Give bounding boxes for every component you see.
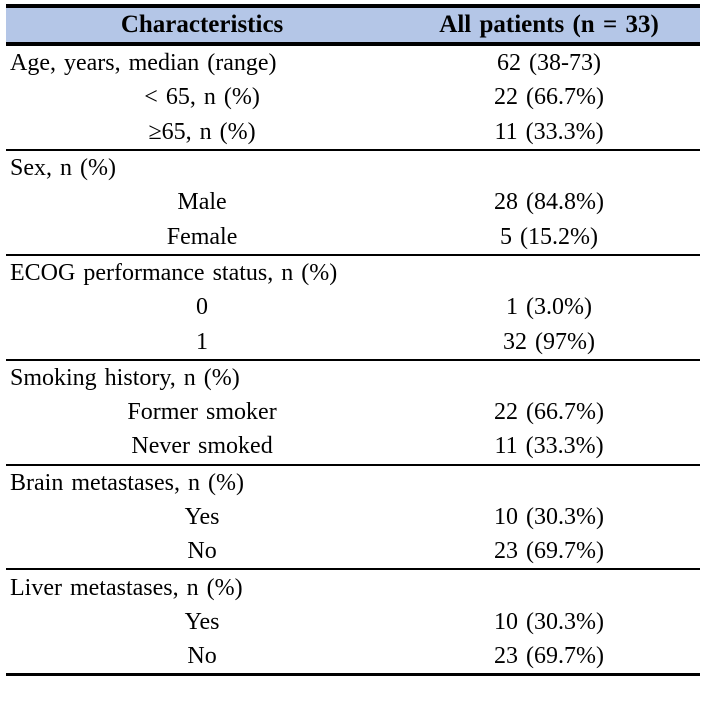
row-label: Age, years, median (range)	[10, 50, 277, 77]
header-all-patients: All patients (n = 33)	[439, 11, 659, 38]
table-section: Sex, n (%) Male 28 (84.8%) Female 5 (15.2%)	[6, 148, 700, 254]
table-row: No 23 (69.7%)	[6, 534, 700, 568]
table-row: ECOG performance status, n (%)	[6, 256, 700, 290]
row-label: Yes	[184, 608, 220, 635]
table-row: Yes 10 (30.3%)	[6, 605, 700, 639]
table-section: ECOG performance status, n (%) 0 1 (3.0%) 1…	[6, 253, 700, 359]
row-value: 10 (30.3%)	[494, 504, 605, 530]
table-row: Sex, n (%)	[6, 151, 700, 185]
row-value: 62 (38-73)	[497, 50, 602, 77]
table-row: Smoking history, n (%)	[6, 361, 700, 395]
row-label: Yes	[184, 504, 220, 530]
table-row: Never smoked 11 (33.3%)	[6, 429, 700, 463]
row-label: Brain metastases, n (%)	[10, 469, 244, 496]
row-label: Liver metastases, n (%)	[10, 574, 243, 601]
row-label: < 65, n (%)	[144, 84, 260, 111]
row-label: 1	[196, 328, 209, 355]
table-header: Characteristics All patients (n = 33)	[6, 8, 700, 46]
row-value: 11 (33.3%)	[494, 118, 604, 145]
table-row: Male 28 (84.8%)	[6, 185, 700, 219]
row-value: 32 (97%)	[503, 328, 596, 355]
table-row: Female 5 (15.2%)	[6, 219, 700, 253]
table-row: 0 1 (3.0%)	[6, 290, 700, 324]
row-value: 22 (66.7%)	[494, 84, 605, 111]
row-label: ECOG performance status, n (%)	[10, 259, 338, 286]
row-value: 5 (15.2%)	[500, 223, 599, 250]
table-row: Age, years, median (range) 62 (38-73)	[6, 46, 700, 80]
table-row: < 65, n (%) 22 (66.7%)	[6, 80, 700, 114]
row-value: 11 (33.3%)	[494, 433, 604, 460]
row-value: 22 (66.7%)	[494, 399, 605, 426]
row-label: Former smoker	[127, 399, 277, 426]
table-row: Brain metastases, n (%)	[6, 466, 700, 500]
table-row: Former smoker 22 (66.7%)	[6, 395, 700, 429]
row-label: No	[187, 643, 217, 670]
table-body: Age, years, median (range) 62 (38-73) < 65…	[6, 46, 700, 673]
table-section: Brain metastases, n (%) Yes 10 (30.3%) No 23…	[6, 463, 700, 569]
row-label: ≥65, n (%)	[148, 118, 256, 145]
row-value: 10 (30.3%)	[494, 608, 605, 635]
table-section: Liver metastases, n (%) Yes 10 (30.3%) No 23…	[6, 568, 700, 673]
table-row: Liver metastases, n (%)	[6, 570, 700, 604]
row-value: 23 (69.7%)	[494, 643, 605, 670]
table-row: No 23 (69.7%)	[6, 639, 700, 673]
row-label: Male	[177, 189, 227, 216]
table-row: 1 32 (97%)	[6, 324, 700, 358]
table-row: ≥65, n (%) 11 (33.3%)	[6, 115, 700, 149]
row-label: Smoking history, n (%)	[10, 364, 240, 391]
header-characteristics: Characteristics	[120, 11, 284, 38]
row-label: Sex, n (%)	[10, 155, 116, 182]
row-value: 1 (3.0%)	[506, 294, 593, 321]
row-label: 0	[196, 294, 209, 321]
row-value: 23 (69.7%)	[494, 538, 605, 565]
row-value: 28 (84.8%)	[494, 189, 605, 216]
table-section: Age, years, median (range) 62 (38-73) < 65…	[6, 46, 700, 149]
row-label: Female	[166, 223, 238, 250]
row-label: No	[187, 538, 217, 565]
row-label: Never smoked	[131, 433, 273, 460]
patient-characteristics-table: Characteristics All patients (n = 33) Ag…	[6, 4, 700, 677]
table-row: Yes 10 (30.3%)	[6, 500, 700, 534]
table-section: Smoking history, n (%) Former smoker 22 (6…	[6, 358, 700, 464]
